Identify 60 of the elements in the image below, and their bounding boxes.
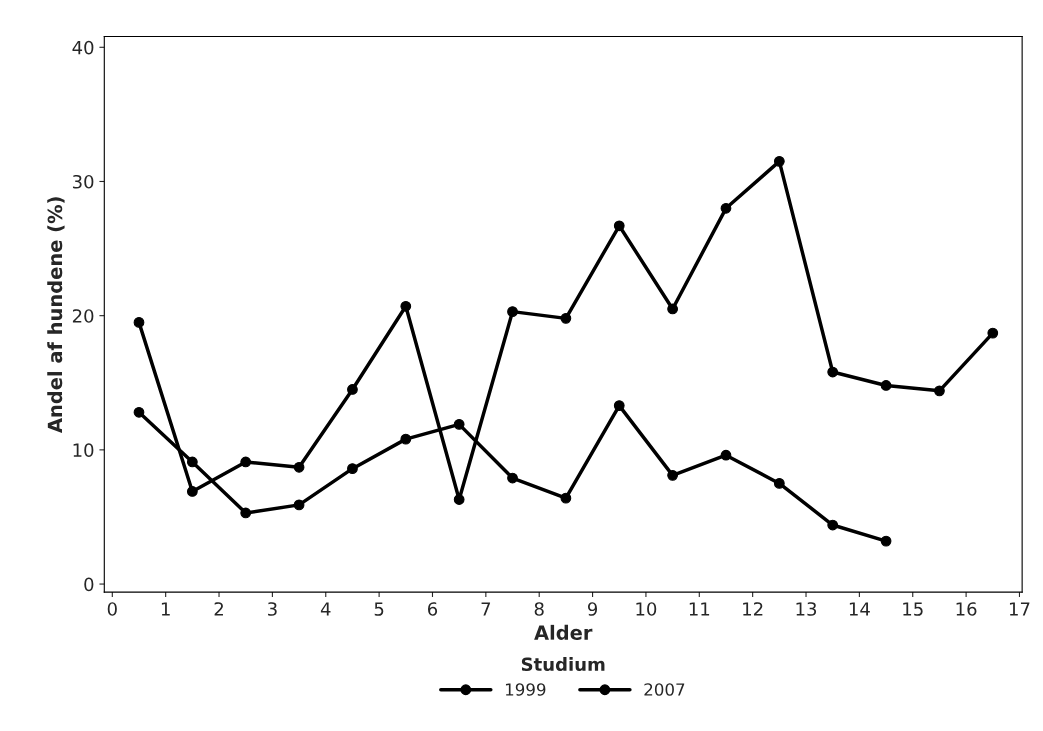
- y-tick-label: 40: [72, 40, 94, 55]
- point: [560, 312, 572, 324]
- x-tick-label: 12: [743, 602, 763, 616]
- x-axis-title: Alder: [534, 624, 593, 640]
- point: [347, 463, 358, 475]
- x-tick-label: 16: [956, 602, 977, 616]
- point: [560, 492, 572, 504]
- x-tick-label: 4: [320, 602, 331, 616]
- point: [293, 499, 305, 511]
- y-tick-label: 30: [72, 174, 94, 189]
- point: [987, 327, 999, 339]
- point: [880, 380, 892, 391]
- point: [453, 494, 465, 505]
- x-tick-label: 15: [903, 602, 923, 616]
- x-tick-label: 2: [214, 602, 223, 616]
- x-tick-label: 13: [796, 602, 817, 616]
- point: [293, 461, 305, 473]
- x-tick-label: 3: [268, 602, 277, 616]
- point: [133, 406, 145, 418]
- point: [186, 486, 198, 497]
- x-tick-label: 10: [636, 602, 657, 616]
- x-tick-label: 8: [534, 602, 544, 616]
- x-tick-label: 17: [1009, 602, 1030, 616]
- point: [400, 433, 412, 445]
- point: [453, 418, 465, 430]
- point: [827, 366, 839, 378]
- x-tick-label: 0: [107, 602, 117, 616]
- y-axis-title: Andel af hundene (%): [47, 197, 65, 433]
- point: [507, 306, 518, 318]
- y-tick-label: 0: [84, 577, 94, 592]
- legend-label: 2007: [644, 683, 685, 696]
- point: [720, 202, 732, 214]
- x-tick-label: 11: [689, 602, 710, 616]
- x-tick-label: 14: [849, 602, 870, 616]
- point: [880, 535, 892, 547]
- point: [667, 303, 678, 315]
- point: [773, 155, 785, 167]
- point: [667, 469, 678, 481]
- point: [773, 478, 785, 489]
- point: [347, 384, 358, 395]
- point: [720, 449, 732, 461]
- legend-label: 1999: [505, 683, 546, 696]
- point: [186, 456, 198, 468]
- x-tick-label: 5: [374, 602, 384, 616]
- point: [827, 519, 839, 531]
- y-tick-label: 20: [72, 309, 94, 323]
- point: [133, 317, 145, 328]
- y-tick-label: 10: [73, 443, 94, 457]
- point: [240, 456, 252, 468]
- point: [934, 385, 945, 397]
- x-tick-label: 9: [587, 602, 598, 616]
- point: [613, 220, 625, 232]
- x-tick-label: 6: [428, 602, 438, 616]
- x-tick-label: 7: [481, 602, 491, 616]
- point: [240, 507, 252, 519]
- x-tick-label: 1: [161, 602, 170, 616]
- point: [613, 400, 625, 411]
- point: [400, 300, 412, 312]
- point: [507, 472, 518, 484]
- legend-title: Studium: [521, 657, 605, 672]
